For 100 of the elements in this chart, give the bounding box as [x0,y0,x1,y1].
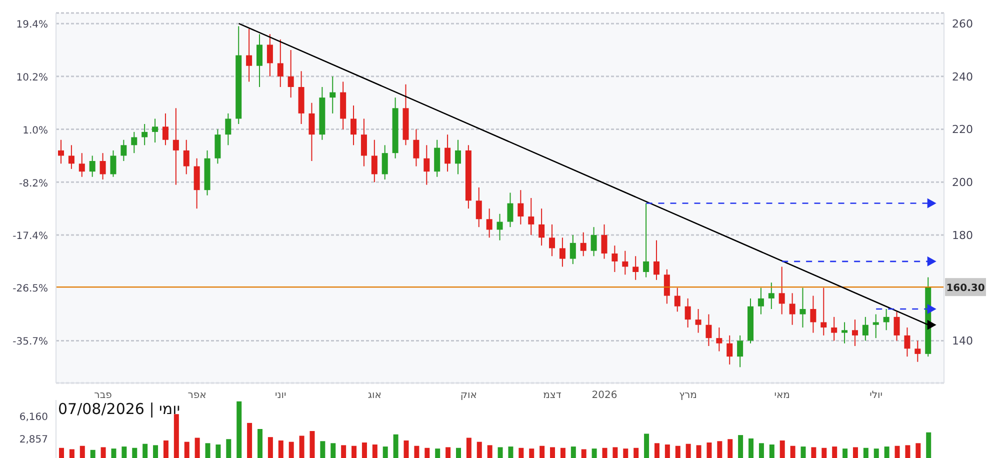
bar [456,448,461,458]
bar [90,450,96,458]
bar [69,449,74,458]
bar [686,444,691,458]
bar [393,434,398,458]
y-tick-label: 240 [952,70,973,84]
y2-tick-label: 10.2% [16,72,48,84]
candlestick [308,102,315,162]
candlestick [810,295,816,334]
y-tick-label: 2,857 [19,434,48,446]
candlestick [695,308,702,334]
candlestick [664,268,670,304]
candlestick [549,224,556,257]
bar [59,448,64,458]
bar [194,438,200,458]
candlestick [580,232,586,257]
bar [852,447,858,458]
candlestick [789,292,796,326]
candlestick [800,287,806,328]
bar [288,442,294,458]
candlestick [758,287,764,315]
candlestick [350,105,357,146]
candlestick [831,316,838,342]
bar [205,443,210,458]
candlestick [643,202,650,278]
bar [435,448,440,458]
x-tick-label: אוק [460,390,477,402]
y2-tick-label: -8.2% [18,178,48,190]
bar [780,440,785,458]
bar [424,448,430,458]
candlestick [612,245,618,272]
bar [184,442,190,458]
y-tick-label: 6,160 [19,412,48,424]
candlestick [872,314,879,339]
candlestick [360,118,367,167]
bar [163,440,168,458]
candlestick [726,334,733,365]
candlestick [288,50,294,98]
annotation: יומי | 07/08/2026 [58,400,180,418]
candlestick [183,139,190,175]
x-tick-label: אפר [188,390,206,402]
bar [518,448,524,458]
bar [476,442,482,458]
bar [570,446,576,458]
bar [644,434,650,458]
ref-line-label: 160.30 [946,283,985,294]
candlestick [194,158,200,210]
candlestick [559,237,566,268]
candlestick [225,112,232,146]
bar [352,446,357,458]
bar [842,448,848,458]
bar [758,443,764,458]
bar [382,446,388,458]
candlestick [214,128,221,164]
candlestick [444,134,451,172]
candlestick [716,327,722,352]
x-tick-label: פבר [94,390,112,402]
bar [769,444,774,458]
candlestick [706,314,712,346]
candlestick [476,186,482,228]
bar [153,445,158,458]
candlestick [622,250,628,276]
bar [498,447,503,458]
candlestick [371,139,378,183]
bar [550,447,556,458]
bar [142,444,148,458]
bar [612,447,618,458]
bar [717,441,722,458]
candlestick [256,34,262,88]
x-tick-label: מרץ [679,390,697,402]
bar [372,444,378,458]
candlestick [778,266,785,315]
bar [446,447,451,458]
bar [654,443,660,458]
bar [404,440,409,458]
y-tick-label: 220 [952,123,973,136]
candlestick [172,108,179,186]
candlestick [518,190,524,225]
candlestick [89,155,96,178]
candlestick [653,240,660,280]
candlestick [131,131,138,154]
candlestick [78,152,85,178]
bar [905,445,910,458]
bar [581,449,586,458]
bar [362,442,367,458]
candlestick [842,322,848,344]
bar [341,445,346,458]
bar [236,401,242,458]
candlestick [110,150,116,178]
bar [100,447,106,458]
x-tick-label: אוג [368,390,382,402]
bar [278,440,284,458]
y2-tick-label: -26.5% [12,284,48,295]
y-tick-label: 180 [952,228,973,242]
candlestick [68,144,74,170]
bar [738,435,744,458]
bar [706,442,712,458]
candlestick [852,319,858,346]
candlestick [894,311,900,342]
candlestick [632,256,639,280]
